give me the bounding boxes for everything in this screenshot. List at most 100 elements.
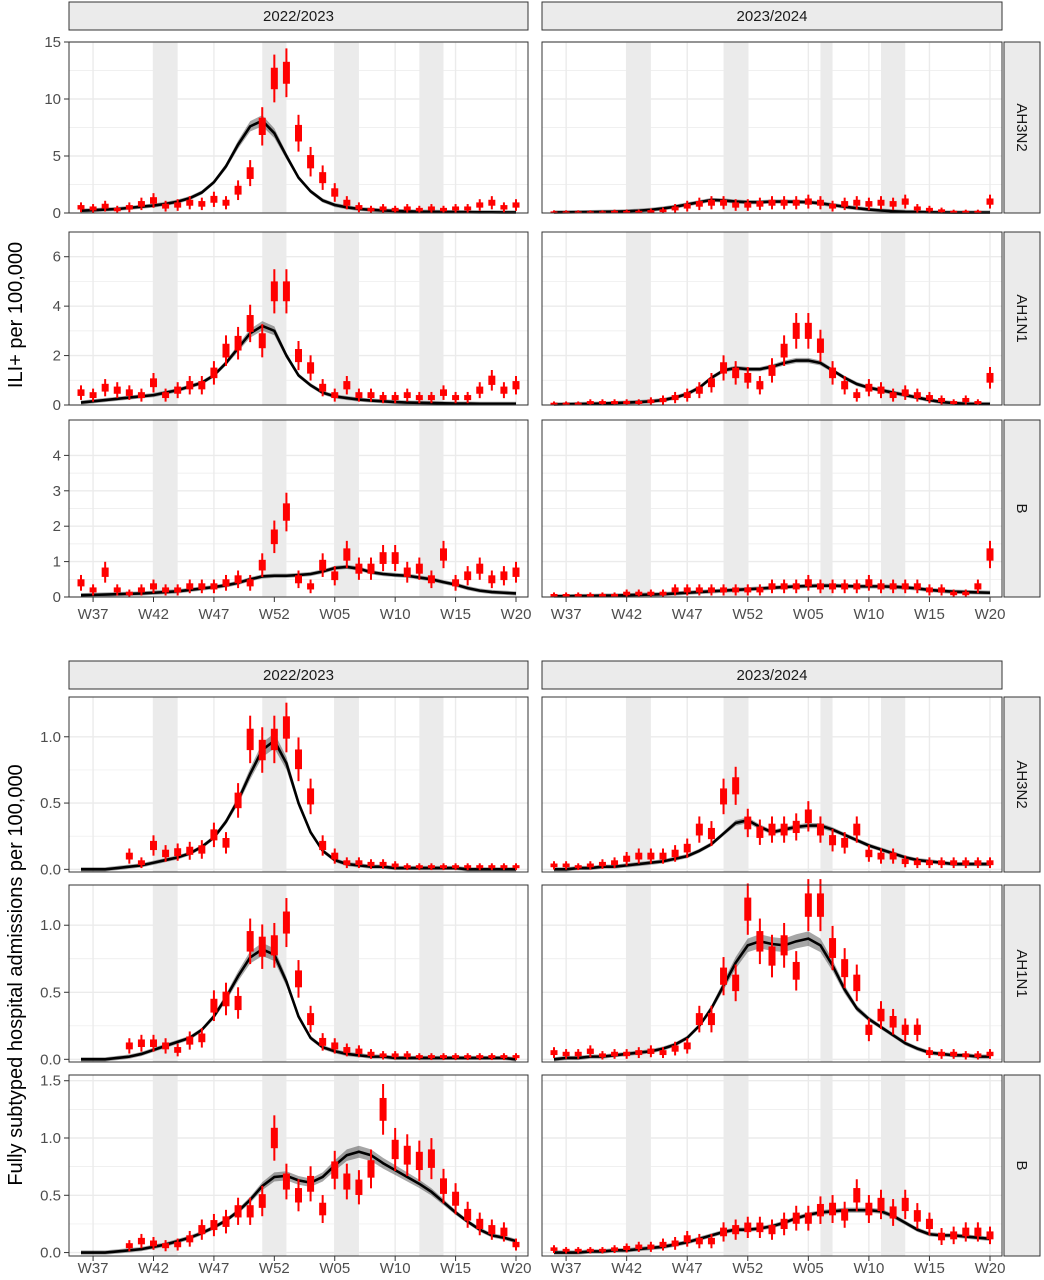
observed-point (270, 67, 278, 90)
observed-point (889, 1015, 897, 1028)
observed-point (659, 209, 667, 213)
observed-point (865, 1202, 873, 1216)
shaded-region (153, 697, 178, 872)
observed-point (877, 852, 885, 860)
observed-point (744, 587, 752, 593)
observed-point (598, 861, 606, 867)
observed-point (659, 1050, 667, 1056)
observed-point (500, 1055, 508, 1059)
observed-point (464, 865, 472, 869)
observed-point (125, 852, 133, 860)
observed-point (562, 1248, 570, 1252)
observed-point (512, 567, 520, 577)
observed-point (562, 1051, 570, 1057)
observed-point (427, 1055, 435, 1059)
observed-point (598, 593, 606, 597)
observed-point (804, 1212, 812, 1224)
observed-point (379, 206, 387, 211)
observed-point (415, 865, 423, 869)
observed-point (343, 1047, 351, 1053)
observed-point (635, 1244, 643, 1250)
observed-point (174, 202, 182, 208)
observed-point (950, 401, 958, 404)
observed-point (367, 563, 375, 574)
observed-point (234, 1205, 242, 1218)
observed-point (611, 860, 619, 866)
observed-point (853, 392, 861, 399)
observed-point (950, 1231, 958, 1240)
observed-point (635, 852, 643, 860)
y-tick-label: 1.5 (40, 1073, 61, 1090)
panel-background (542, 697, 1002, 872)
observed-point (732, 1225, 740, 1235)
y-tick-label: 1.0 (40, 1130, 61, 1147)
observed-point (586, 1248, 594, 1252)
observed-point (403, 1053, 411, 1058)
shaded-region (820, 885, 833, 1062)
observed-point (403, 865, 411, 869)
observed-point (307, 788, 315, 805)
x-tick-label: W37 (78, 1260, 109, 1277)
observed-point (379, 552, 387, 564)
observed-point (343, 381, 351, 390)
observed-point (137, 860, 145, 866)
observed-point (780, 343, 788, 358)
shaded-region (334, 697, 359, 872)
shaded-region (626, 697, 651, 872)
panel-2023-2024-AH3N2 (541, 41, 1003, 214)
observed-point (174, 1047, 182, 1053)
observed-point (319, 559, 327, 571)
observed-point (816, 823, 824, 836)
observed-point (647, 399, 655, 404)
observed-point (925, 207, 933, 212)
observed-point (331, 1042, 339, 1050)
observed-point (816, 338, 824, 353)
observed-point (732, 974, 740, 992)
observed-point (804, 322, 812, 339)
observed-point (901, 198, 909, 205)
panel-border (541, 419, 1003, 598)
y-tick-label: 0 (53, 205, 61, 222)
observed-point (562, 402, 570, 405)
observed-point (574, 593, 582, 597)
observed-point (623, 1051, 631, 1057)
observed-point (635, 1050, 643, 1056)
observed-point (198, 1033, 206, 1043)
x-tick-label: W15 (914, 1260, 945, 1277)
x-tick-label: W10 (853, 1260, 884, 1277)
observed-point (720, 199, 728, 206)
observed-point (841, 959, 849, 978)
observed-point (488, 1055, 496, 1059)
observed-point (792, 199, 800, 206)
observed-point (476, 386, 484, 394)
observed-point (938, 209, 946, 213)
observed-point (234, 792, 242, 809)
observed-point (865, 383, 873, 392)
observed-point (901, 1024, 909, 1035)
observed-point (756, 931, 764, 952)
observed-point (355, 860, 363, 866)
observed-point (853, 583, 861, 590)
observed-point (258, 1194, 266, 1208)
observed-point (647, 1244, 655, 1250)
observed-point (355, 205, 363, 210)
observed-point (962, 1227, 970, 1237)
column-strip (68, 660, 529, 690)
row-strip-label: AH3N2 (1013, 103, 1030, 151)
x-tick-label: W42 (138, 1260, 169, 1277)
panel-background (69, 1075, 528, 1256)
x-tick-label: W42 (611, 1260, 642, 1277)
shaded-region (881, 232, 906, 405)
x-tick-label: W20 (975, 1260, 1006, 1277)
observed-point (974, 583, 982, 590)
observed-point (162, 849, 170, 858)
observed-point (671, 849, 679, 858)
observed-point (780, 823, 788, 836)
observed-point (512, 202, 520, 208)
observed-point (198, 201, 206, 207)
observed-point (913, 583, 921, 590)
observed-point (295, 749, 302, 770)
observed-point (415, 395, 423, 401)
observed-point (671, 1240, 679, 1247)
observed-point (671, 395, 679, 401)
